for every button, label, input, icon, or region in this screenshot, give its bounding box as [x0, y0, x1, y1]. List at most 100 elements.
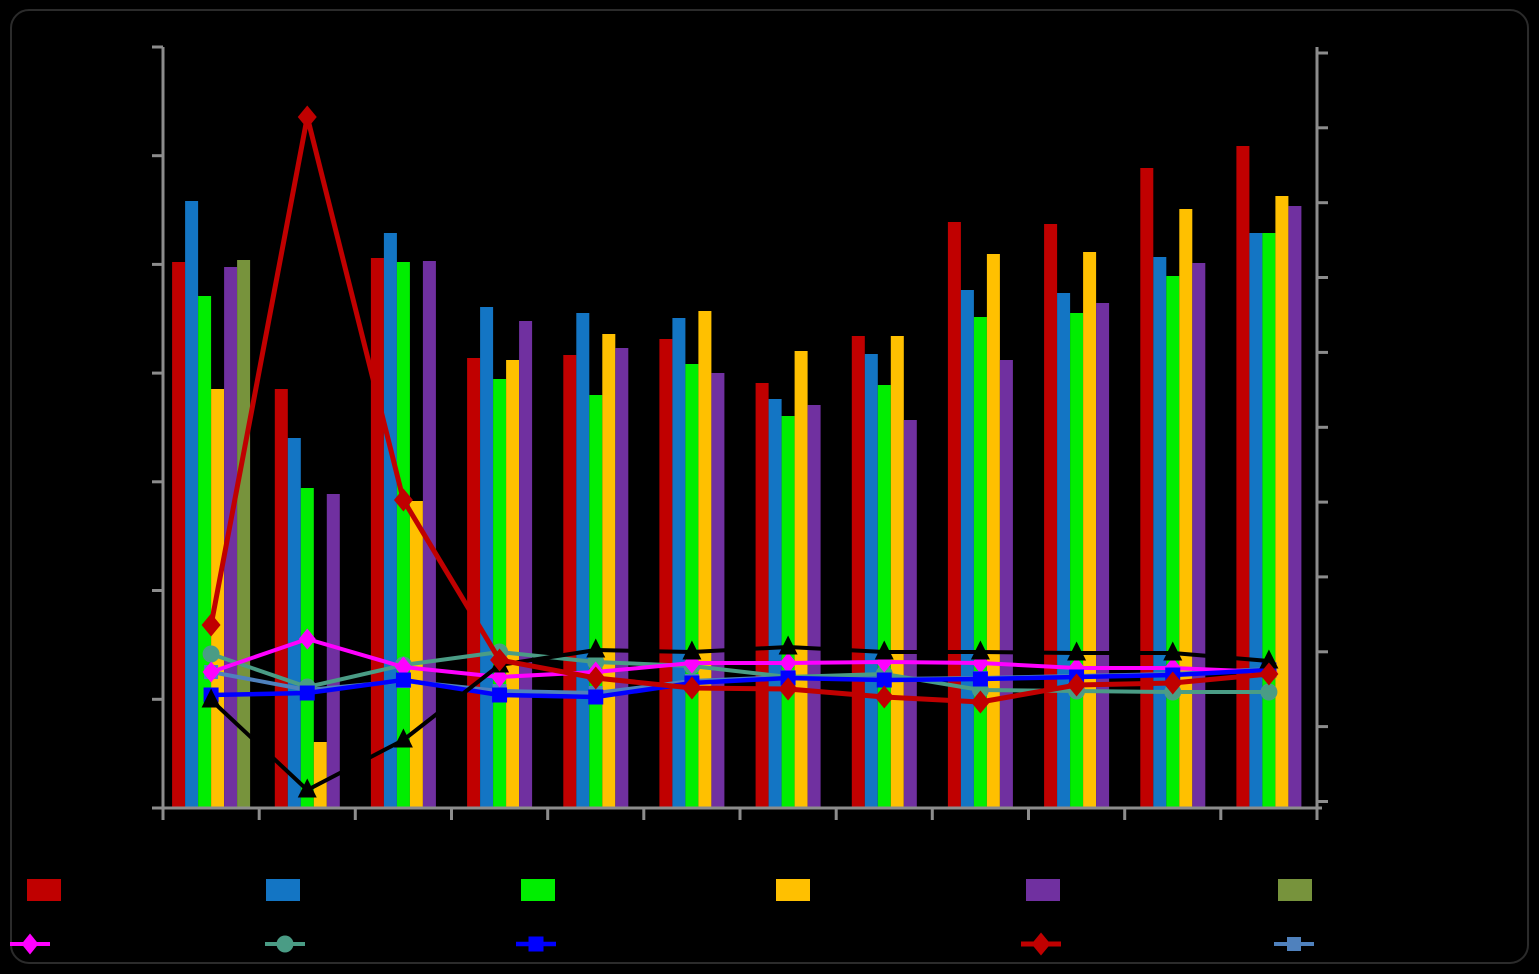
triangle-marker-black-cat8: [874, 640, 894, 660]
axes-layer: [152, 45, 1328, 820]
bar-bright-green-cat7: [781, 416, 795, 808]
legend-swatch-purple: [1026, 879, 1060, 901]
diamond-marker-magenta-cat7: [779, 652, 797, 674]
bar-bright-green-cat12: [1262, 233, 1276, 808]
legend-marker-dark-red: [1031, 932, 1051, 956]
bar-blue-cat10: [1057, 293, 1071, 808]
legend-swatch-bright-green: [521, 879, 555, 901]
diamond-marker-dark-red-cat1: [201, 613, 221, 637]
diamond-marker-magenta-cat1: [202, 661, 220, 683]
legend-line-entry-blue: [516, 936, 556, 952]
bar-orange-cat8: [890, 336, 904, 808]
square-marker-blue-cat2: [299, 685, 315, 701]
bar-blue-cat5: [576, 313, 590, 808]
bar-dark-red-cat9: [947, 222, 961, 808]
diamond-marker-dark-red-cat5: [586, 666, 606, 690]
legend-swatch-orange: [776, 879, 810, 901]
legend-line-entry-sea-green: [265, 935, 305, 953]
diamond-marker-dark-red-cat6: [682, 676, 702, 700]
square-marker-blue-cat4: [492, 687, 508, 703]
bar-blue-cat7: [768, 399, 782, 808]
diamond-marker-magenta-cat2: [298, 628, 316, 650]
bar-dark-red-cat7: [755, 383, 769, 808]
triangle-marker-black-cat2: [297, 778, 317, 798]
diamond-marker-dark-red-cat7: [778, 677, 798, 701]
legend-line-entry-steel-blue: [1274, 937, 1314, 951]
legend-marker-black: [780, 932, 800, 952]
diamond-marker-dark-red-cat3: [393, 488, 413, 512]
bar-blue-cat9: [960, 290, 974, 808]
chart-frame-border: [10, 9, 1529, 964]
bar-bright-green-cat5: [589, 395, 603, 808]
diamond-marker-dark-red-cat9: [970, 690, 990, 714]
triangle-marker-black-cat11: [1163, 641, 1183, 661]
bar-blue-cat3: [383, 233, 397, 808]
line-series-black: [201, 635, 1279, 798]
bar-purple-cat5: [615, 348, 629, 808]
bar-blue-cat12: [1249, 233, 1263, 808]
bar-dark-red-cat5: [563, 355, 577, 808]
legend-line-entry-dark-red: [1021, 932, 1061, 956]
square-marker-blue-cat5: [588, 689, 604, 705]
bar-orange-cat10: [1083, 252, 1097, 808]
triangle-marker-black-cat10: [1067, 641, 1087, 661]
circle-marker-sea-green-cat1: [202, 645, 220, 663]
bar-purple-cat2: [326, 494, 340, 808]
bar-purple-cat12: [1288, 206, 1302, 808]
bar-bright-green-cat1: [198, 296, 212, 808]
diamond-marker-magenta-cat3: [394, 656, 412, 678]
bar-orange-cat4: [506, 360, 520, 808]
legend-swatch-dark-red: [27, 879, 61, 901]
triangle-marker-black-cat9: [970, 640, 990, 660]
bar-orange-cat11: [1179, 209, 1193, 808]
bar-dark-red-cat3: [370, 258, 384, 808]
bar-orange-cat7: [794, 351, 808, 808]
bar-blue-cat8: [864, 354, 878, 808]
square-marker-blue-cat9: [972, 671, 988, 687]
line-path-sea-green: [209, 650, 1271, 694]
bar-dark-red-cat8: [851, 336, 865, 808]
diamond-marker-dark-red-cat10: [1067, 673, 1087, 697]
bar-blue-cat6: [672, 318, 686, 808]
bar-orange-cat2: [313, 742, 327, 808]
bar-series-layer: [172, 146, 1302, 808]
bar-dark-red-cat1: [172, 262, 186, 808]
legend-line-entry-magenta: [10, 933, 50, 955]
bar-purple-cat4: [519, 321, 533, 808]
bar-bright-green-cat4: [493, 379, 507, 808]
square-marker-blue-cat8: [876, 672, 892, 688]
bar-purple-cat8: [903, 420, 917, 808]
diamond-marker-dark-red-cat12: [1259, 662, 1279, 686]
triangle-marker-black-cat7: [778, 635, 798, 655]
line-series-layer: [201, 105, 1279, 798]
bar-purple-cat10: [1096, 303, 1110, 808]
legend-line-entry-black: [770, 932, 810, 952]
bar-orange-cat9: [986, 254, 1000, 808]
bar-orange-cat5: [602, 334, 616, 808]
bar-bright-green-cat8: [877, 385, 891, 808]
bar-olive-green-cat1: [237, 260, 251, 808]
bar-purple-cat9: [999, 360, 1013, 808]
bar-dark-red-cat11: [1140, 168, 1154, 808]
bar-purple-cat6: [711, 373, 725, 808]
diamond-marker-dark-red-cat4: [490, 648, 510, 672]
bar-bright-green-cat9: [973, 317, 987, 808]
line-path-blue: [208, 667, 1272, 700]
legend-marker-sea-green: [276, 935, 294, 953]
legend: [10, 879, 1314, 956]
diamond-marker-dark-red-cat8: [874, 685, 894, 709]
bar-bright-green-cat3: [396, 262, 410, 808]
triangle-marker-black-cat1: [201, 688, 221, 708]
legend-swatch-blue: [266, 879, 300, 901]
bar-blue-cat11: [1153, 257, 1167, 808]
bar-bright-green-cat6: [685, 364, 699, 808]
triangle-marker-black-cat12: [1259, 649, 1279, 669]
bar-orange-cat6: [698, 311, 712, 808]
triangle-marker-black-cat6: [682, 640, 702, 660]
bar-purple-cat7: [807, 405, 821, 808]
bar-dark-red-cat2: [274, 389, 288, 808]
legend-swatch-olive-green: [1278, 879, 1312, 901]
bar-dark-red-cat12: [1236, 146, 1250, 808]
bar-blue-cat4: [480, 307, 494, 808]
